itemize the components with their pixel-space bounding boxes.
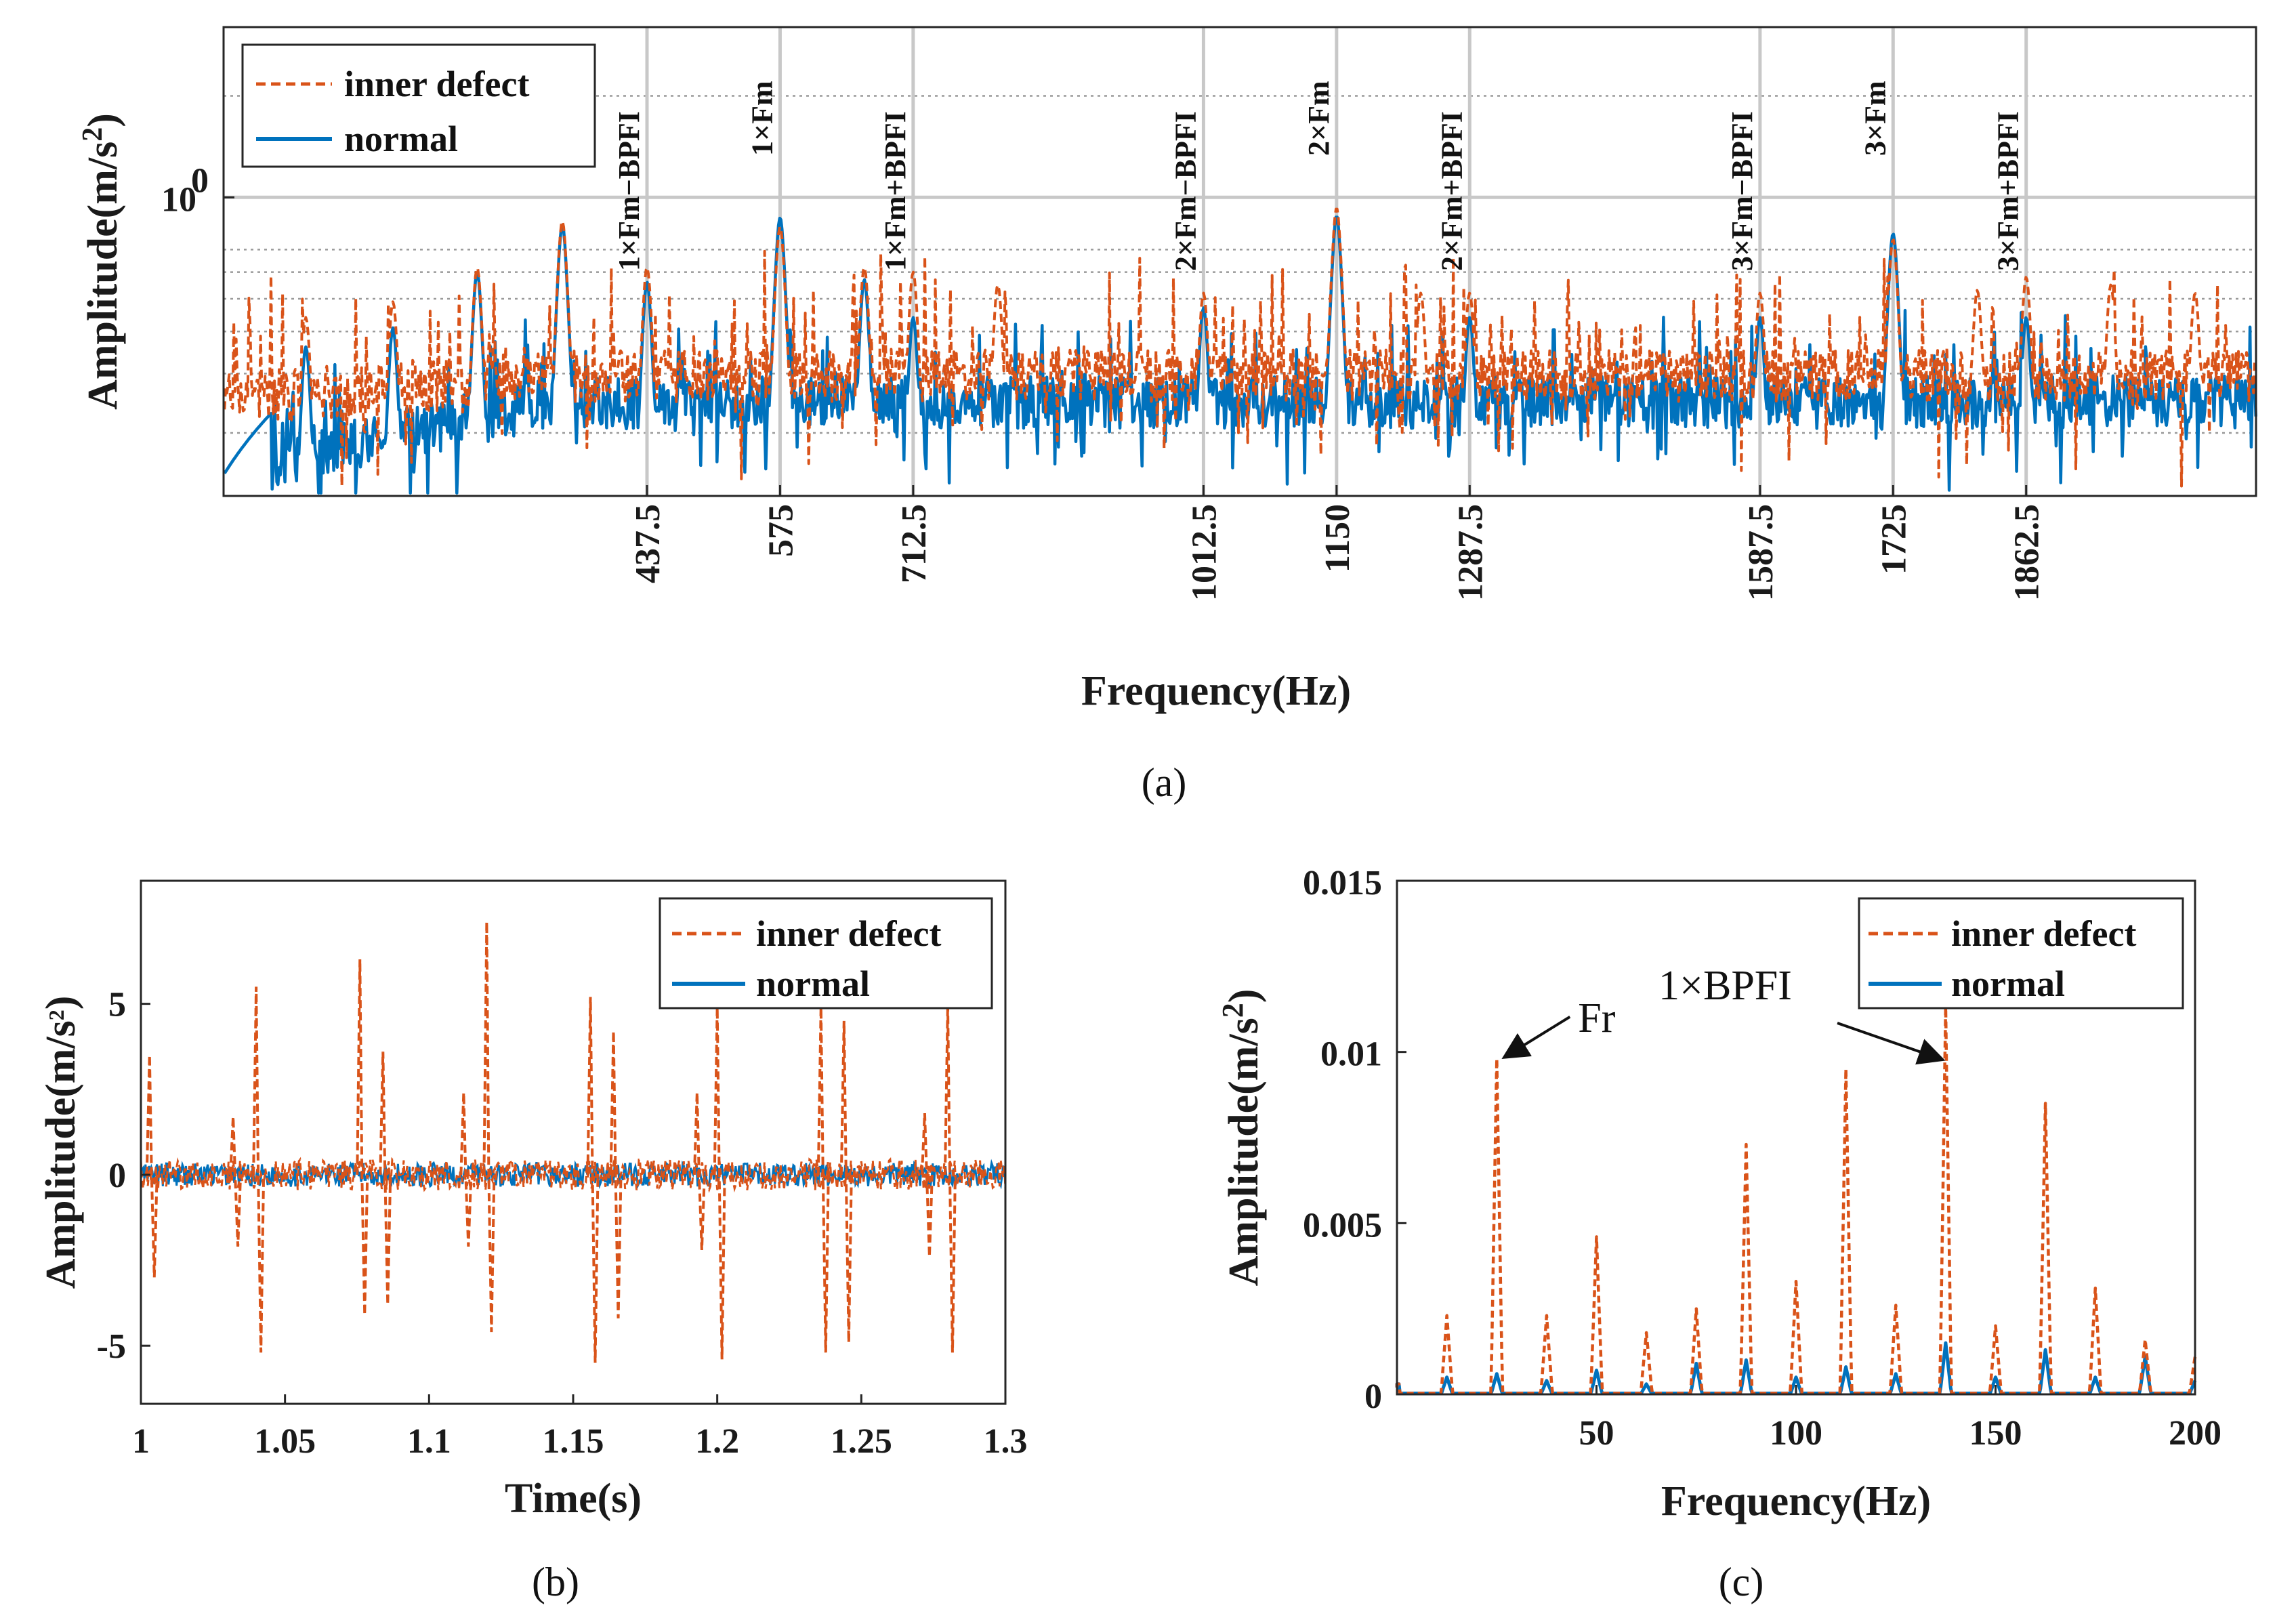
legend-label-normal: normal <box>756 963 870 1004</box>
x-tick-label: 575 <box>761 504 800 557</box>
peak-annotation: 3×Fm−BPFI <box>1726 111 1759 271</box>
legend-box <box>241 43 596 168</box>
x-axis-title: Frequency(Hz) <box>1661 1478 1931 1524</box>
impulse-spike <box>459 1092 473 1247</box>
impulse-spike <box>839 1020 853 1343</box>
panel-label-c: (c) <box>1719 1560 1764 1604</box>
y-axis-title: Amplitude(m/s2) <box>38 996 84 1289</box>
series-inner-defect-noise <box>140 1156 1007 1193</box>
x-tick-label: 150 <box>1969 1414 2022 1453</box>
annotation-bpfi: 1×BPFI <box>1658 963 1792 1009</box>
x-tick-label: 100 <box>1770 1414 1822 1453</box>
y-axis-title-close: ) <box>1221 989 1267 1003</box>
peak-annotation: 2×Fm <box>1302 81 1335 156</box>
x-tick-label: 1725 <box>1875 504 1913 575</box>
legend-box <box>1858 897 2184 1009</box>
x-tick-label: 1.1 <box>407 1422 451 1461</box>
y-tick-label: 5 <box>108 986 126 1024</box>
y-axis-title: Amplitude(m/s2) <box>77 113 126 410</box>
x-tick-label: 1.05 <box>254 1422 316 1461</box>
panel-a-chart: 437.5 575 712.5 1012.5 1150 1287.5 1587.5 1725 1… <box>77 26 2257 805</box>
legend-label-inner-defect: inner defect <box>344 64 529 104</box>
y-tick-label: 0 <box>108 1157 126 1195</box>
x-tick-label: 712.5 <box>895 504 934 583</box>
x-axis-title: Time(s) <box>505 1476 642 1522</box>
legend-label-inner-defect: inner defect <box>1951 913 2136 954</box>
series-inner-defect-line <box>1395 1005 2197 1395</box>
x-tick-label: 1.25 <box>831 1422 892 1461</box>
legend-label-inner-defect: inner defect <box>756 913 941 954</box>
peak-annotation: 1×Fm+BPFI <box>879 111 912 271</box>
peak-annotation: 2×Fm−BPFI <box>1169 111 1202 271</box>
y-axis-title-close: ) <box>38 996 84 1010</box>
legend-box <box>659 897 993 1009</box>
panel-label-b: (b) <box>532 1560 579 1604</box>
y-tick-label: 0.01 <box>1320 1035 1382 1074</box>
x-tick-label: 1862.5 <box>2008 504 2047 601</box>
panel-b-chart: 1 1.05 1.1 1.15 1.2 1.25 1.3 -5 0 5 Time(s) Amplitu… <box>38 879 1028 1604</box>
y-axis-title-exp: 2 <box>1216 1003 1249 1018</box>
peak-annotation: 2×Fm+BPFI <box>1435 111 1468 271</box>
x-tick-label: 1150 <box>1318 504 1357 572</box>
x-tick-label: 1012.5 <box>1185 504 1224 601</box>
impulse-spike <box>145 1055 159 1278</box>
impulse-spike <box>356 959 369 1315</box>
legend: inner defect normal <box>1858 897 2184 1009</box>
x-axis-title: Frequency(Hz) <box>1081 668 1351 714</box>
impulse-spike <box>586 997 600 1363</box>
peak-annotation: 3×Fm <box>1858 81 1892 156</box>
x-tick-label: 437.5 <box>629 504 667 583</box>
y-axis-title-exp: 2 <box>77 127 108 142</box>
y-axis-title-close: ) <box>80 113 126 127</box>
impulse-spike <box>252 986 266 1353</box>
impulse-spike <box>379 1052 392 1305</box>
impulse-spike <box>609 1030 623 1318</box>
y-axis-title-base: Amplitude(m/s <box>38 1020 84 1289</box>
impulse-spike <box>920 1113 934 1257</box>
x-tick-label: 200 <box>2169 1414 2221 1453</box>
peak-annotation: 3×Fm+BPFI <box>1992 111 2025 271</box>
x-tick-label: 50 <box>1579 1414 1614 1453</box>
panel-c-chart: 50 100 150 200 0 0.005 0.01 0.015 Frequency(Hz) A… <box>1216 864 2221 1604</box>
annotation-fr-arrow <box>1501 1016 1571 1059</box>
x-tick-label: 1 <box>132 1422 150 1461</box>
x-tick-label: 1.15 <box>543 1422 604 1461</box>
impulse-spike <box>713 1007 726 1360</box>
x-tick-label: 1.3 <box>984 1422 1028 1461</box>
annotation-fr: Fr <box>1578 995 1615 1041</box>
x-tick-label: 1.2 <box>695 1422 739 1461</box>
y-tick-label: 10 <box>161 180 196 219</box>
y-axis-title-base: Amplitude(m/s <box>1221 1018 1267 1286</box>
peak-annotation: 1×Fm <box>745 81 778 156</box>
impulse-spike <box>816 1007 830 1353</box>
impulse-spike <box>692 1092 706 1251</box>
y-axis-title: Amplitude(m/s2) <box>1216 989 1267 1287</box>
y-tick-label: 0 <box>1364 1377 1382 1416</box>
peak-annotation: 1×Fm−BPFI <box>612 111 646 271</box>
y-tick-exponent: 0 <box>191 161 209 200</box>
x-tick-label: 1287.5 <box>1451 504 1490 601</box>
legend: inner defect normal <box>659 897 993 1009</box>
y-tick-label: 0.015 <box>1303 864 1382 902</box>
y-tick-label: -5 <box>97 1327 126 1366</box>
legend: inner defect normal <box>241 43 596 168</box>
impulse-spike <box>482 921 496 1333</box>
impulse-spike <box>229 1117 243 1247</box>
x-tick-label: 1587.5 <box>1742 504 1780 601</box>
y-tick-label: 0.005 <box>1303 1206 1382 1245</box>
panel-label-a: (a) <box>1142 760 1187 805</box>
series-normal-line <box>223 215 2257 495</box>
y-axis-title-exp: 2 <box>44 1009 68 1020</box>
plot-frame <box>222 26 2257 497</box>
annotation-bpfi-arrow <box>1837 1022 1946 1065</box>
series-inner-defect-line <box>223 207 2257 488</box>
legend-label-normal: normal <box>344 119 458 159</box>
legend-label-normal: normal <box>1951 963 2065 1004</box>
impulse-spike <box>943 1003 957 1353</box>
y-axis-title-base: Amplitude(m/s <box>80 142 126 410</box>
